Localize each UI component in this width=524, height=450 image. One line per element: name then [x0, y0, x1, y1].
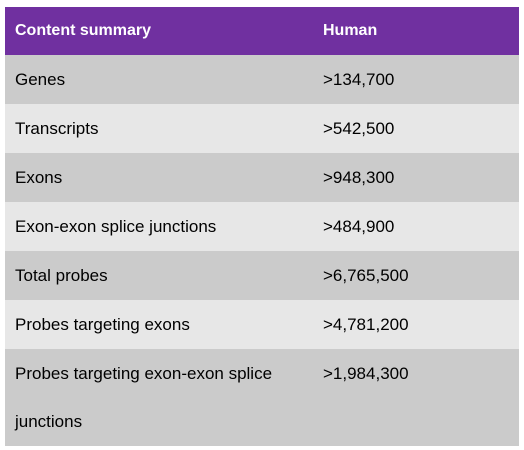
row-value: >542,500 [313, 104, 519, 153]
table-row: Exons >948,300 [5, 153, 519, 202]
table-row: Transcripts >542,500 [5, 104, 519, 153]
table-header-row: Content summary Human [5, 7, 519, 55]
content-summary-table: Content summary Human Genes >134,700 Tra… [5, 7, 519, 446]
row-value: >1,984,300 [313, 349, 519, 446]
table-row: Exon-exon splice junctions >484,900 [5, 202, 519, 251]
row-label: Genes [5, 55, 313, 104]
row-label: Transcripts [5, 104, 313, 153]
row-label: Total probes [5, 251, 313, 300]
table-row: Probes targeting exon-exon splice juncti… [5, 349, 519, 446]
row-label-text: Probes targeting exon-exon splice juncti… [15, 364, 273, 431]
table-row: Probes targeting exons >4,781,200 [5, 300, 519, 349]
row-value: >134,700 [313, 55, 519, 104]
row-label: Probes targeting exons [5, 300, 313, 349]
row-label: Exons [5, 153, 313, 202]
table-row: Genes >134,700 [5, 55, 519, 104]
row-label: Exon-exon splice junctions [5, 202, 313, 251]
row-value-text: >1,984,300 [323, 364, 409, 383]
row-value: >4,781,200 [313, 300, 519, 349]
header-content-summary: Content summary [5, 7, 313, 55]
header-human: Human [313, 7, 519, 55]
table-row: Total probes >6,765,500 [5, 251, 519, 300]
row-value: >484,900 [313, 202, 519, 251]
row-label: Probes targeting exon-exon splice juncti… [5, 349, 313, 446]
row-value: >948,300 [313, 153, 519, 202]
row-value: >6,765,500 [313, 251, 519, 300]
